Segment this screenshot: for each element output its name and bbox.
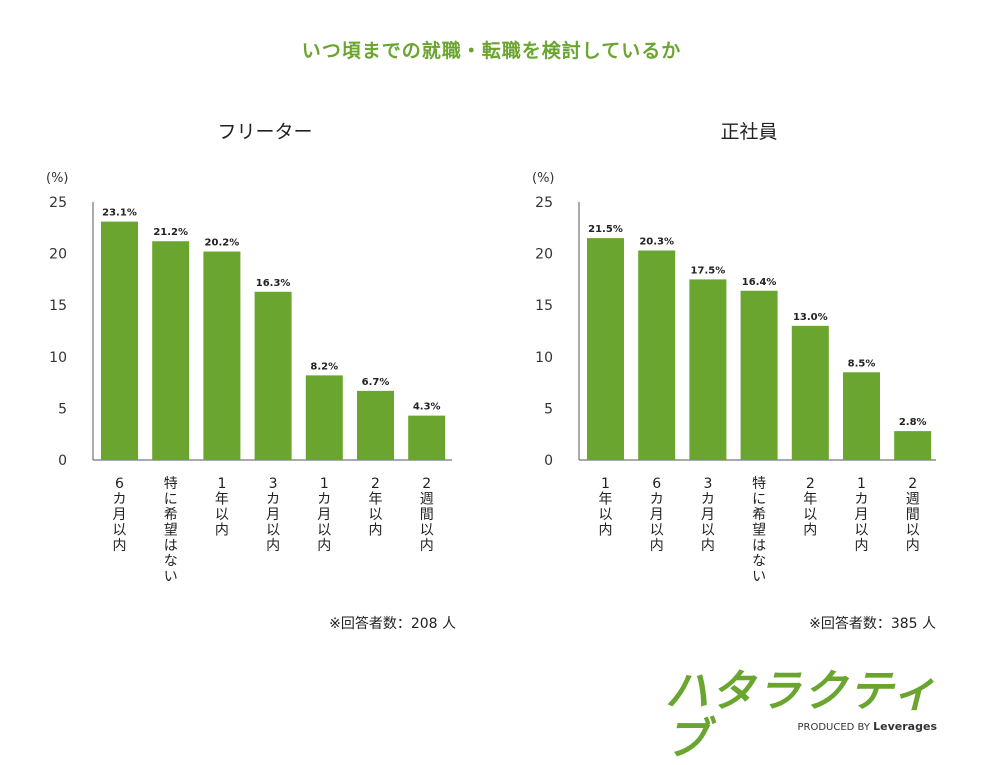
x-category-label: 2 週間以内 <box>906 476 920 554</box>
bar-value-label: 21.5% <box>588 224 623 235</box>
respondent-note: ※回答者数：385 人 <box>809 615 936 632</box>
y-tick-label: 20 <box>535 247 553 263</box>
bar <box>203 251 241 460</box>
x-category-label: 1 カ月以内 <box>317 476 331 554</box>
y-axis-unit: (%) <box>46 171 69 186</box>
bar-value-label: 6.7% <box>362 377 390 388</box>
bar-value-label: 2.8% <box>899 417 927 428</box>
y-tick-label: 0 <box>58 453 67 469</box>
bar-value-label: 16.3% <box>256 278 291 289</box>
bar <box>357 390 394 460</box>
bar-value-label: 17.5% <box>691 265 726 276</box>
x-category-label: 特に希望はない <box>164 476 178 585</box>
logo-produced-by-label: PRODUCED BY <box>797 722 870 733</box>
bar-value-label: 20.3% <box>639 237 674 248</box>
bar <box>791 325 829 460</box>
bar <box>152 241 190 460</box>
main-title: いつ頃までの就職・転職を検討しているか <box>301 40 682 62</box>
bar <box>894 431 932 460</box>
logo-produced-by: PRODUCED BY Leverages <box>797 720 937 733</box>
x-category-label: 2 年以内 <box>803 476 817 539</box>
y-tick-label: 15 <box>49 298 67 314</box>
x-category-label: 3 カ月以内 <box>266 476 280 554</box>
bar <box>254 291 292 460</box>
bar-value-label: 8.2% <box>310 361 338 372</box>
x-category-label: 1 年以内 <box>599 476 613 539</box>
y-tick-label: 10 <box>49 350 67 366</box>
bar <box>587 238 624 460</box>
bar-value-label: 13.0% <box>793 312 828 323</box>
x-category-label: 特に希望はない <box>752 476 766 585</box>
bar <box>101 221 138 460</box>
bar-value-label: 23.1% <box>102 208 137 219</box>
bar <box>638 250 676 460</box>
logo-brand: Leverages <box>873 720 937 733</box>
y-tick-label: 0 <box>544 453 553 469</box>
x-category-label: 6 カ月以内 <box>650 476 664 554</box>
x-category-label: 6 カ月以内 <box>113 476 127 554</box>
y-tick-label: 15 <box>535 298 553 314</box>
x-category-label: 2 週間以内 <box>420 476 434 554</box>
x-category-label: 1 年以内 <box>215 476 229 539</box>
chart-title: 正社員 <box>720 121 777 143</box>
y-tick-label: 5 <box>544 401 553 417</box>
y-tick-label: 20 <box>49 247 67 263</box>
bar-value-label: 8.5% <box>848 358 876 369</box>
bar <box>843 372 880 460</box>
bar <box>408 415 446 460</box>
respondent-note: ※回答者数：208 人 <box>329 615 456 632</box>
y-tick-label: 25 <box>49 195 67 211</box>
bar-value-label: 16.4% <box>742 277 777 288</box>
x-category-label: 3 カ月以内 <box>701 476 715 554</box>
bar-value-label: 4.3% <box>413 402 441 413</box>
bar <box>740 290 778 460</box>
x-category-label: 2 年以内 <box>369 476 383 539</box>
y-tick-label: 5 <box>58 401 67 417</box>
chart-title: フリーター <box>217 121 312 143</box>
y-tick-label: 25 <box>535 195 553 211</box>
bar-value-label: 20.2% <box>205 238 240 249</box>
bar <box>689 279 727 460</box>
bar <box>305 375 343 460</box>
x-category-label: 1 カ月以内 <box>855 476 869 554</box>
logo-wordmark: ハタラクティブ <box>665 666 939 765</box>
hataractive-logo: ハタラクティブ PRODUCED BY Leverages <box>665 668 945 764</box>
bar-value-label: 21.2% <box>153 227 188 238</box>
y-axis-unit: (%) <box>532 171 555 186</box>
y-tick-label: 10 <box>535 350 553 366</box>
